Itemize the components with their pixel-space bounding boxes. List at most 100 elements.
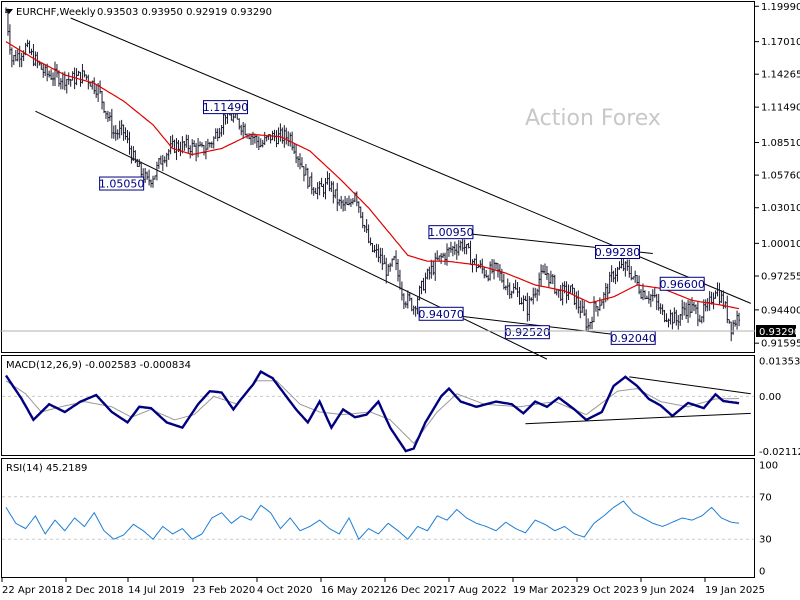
price-bar	[201, 142, 203, 148]
price-bar	[242, 121, 245, 139]
price-bar	[414, 305, 417, 317]
date-axis-label: 19 Mar 2023	[513, 585, 576, 596]
price-bar	[455, 243, 458, 260]
price-bar	[614, 267, 617, 285]
price-bar	[498, 264, 501, 281]
price-bar	[408, 292, 411, 302]
price-bar	[606, 283, 609, 301]
price-bar	[130, 145, 133, 164]
price-bar	[373, 244, 376, 253]
price-bar	[608, 271, 611, 294]
date-axis-label: 16 May 2021	[321, 585, 386, 596]
price-bar	[120, 119, 123, 136]
price-bar	[569, 285, 572, 293]
price-bar	[549, 270, 552, 285]
svg-text:1.00950: 1.00950	[428, 226, 474, 239]
macd-trend-line	[525, 412, 751, 425]
price-bar	[685, 302, 688, 320]
price-bar	[148, 169, 151, 186]
price-bar	[6, 8, 9, 36]
price-bar	[159, 155, 162, 165]
price-bar	[193, 140, 196, 147]
price-bar	[602, 292, 605, 309]
macd-line	[5, 369, 740, 453]
price-bar	[663, 309, 666, 323]
price-bar	[530, 297, 533, 302]
price-bar	[473, 258, 476, 265]
price-bar	[138, 159, 141, 168]
price-bar	[420, 280, 423, 295]
price-bar	[512, 283, 515, 294]
price-bar	[579, 300, 582, 319]
macd-axis-label: 0.013539	[759, 357, 800, 368]
price-bar	[383, 254, 386, 265]
price-axis-label: 1.08510	[761, 138, 800, 149]
price-bar	[681, 299, 684, 320]
price-bar	[265, 135, 268, 142]
price-bar	[544, 263, 546, 275]
price-bar	[114, 125, 117, 141]
price-bar	[583, 301, 586, 316]
price-bar	[397, 258, 399, 282]
price-bar	[428, 266, 431, 280]
price-bar	[416, 295, 419, 315]
price-bar	[732, 320, 735, 335]
price-bar	[69, 78, 72, 87]
price-bar	[487, 274, 490, 282]
rsi-axis-label: 30	[759, 535, 772, 546]
price-bar	[536, 288, 539, 302]
price-bar	[561, 282, 564, 306]
price-bar	[365, 219, 368, 234]
price-bar	[214, 128, 217, 139]
price-bar	[495, 262, 497, 270]
price-bar	[587, 318, 590, 331]
date-axis-label: 9 Jun 2024	[641, 585, 695, 596]
dropdown-triangle-icon[interactable]	[5, 9, 13, 14]
macd-trend-line	[629, 376, 751, 395]
price-bar	[26, 39, 29, 48]
price-bar	[85, 74, 88, 81]
date-axis-label: 29 Oct 2023	[577, 585, 639, 596]
price-bar	[157, 157, 160, 169]
price-bar	[500, 268, 503, 283]
price-bar	[506, 278, 509, 296]
price-bar	[5, 7, 7, 14]
price-bar	[581, 299, 584, 313]
price-bar	[510, 290, 513, 299]
price-bar	[224, 114, 227, 125]
price-bar	[255, 134, 258, 148]
price-bar	[457, 239, 460, 256]
price-bar	[165, 152, 168, 167]
price-bar	[438, 255, 441, 262]
price-bar	[520, 297, 523, 305]
price-bar	[367, 224, 370, 244]
price-bar	[516, 281, 519, 298]
price-bar	[240, 124, 243, 136]
price-bar	[191, 139, 194, 156]
price-bar	[594, 301, 597, 312]
price-bar	[40, 63, 43, 70]
price-bar	[106, 110, 109, 122]
price-bar	[261, 139, 264, 148]
price-bar	[357, 201, 360, 213]
macd-signal-line	[5, 380, 739, 445]
watermark: Action Forex	[525, 106, 661, 131]
price-axis: 1.19990 1.17010 1.14265 1.11490 1.08510 1.057…	[755, 2, 800, 350]
price-bar	[726, 295, 729, 324]
price-bar	[77, 70, 80, 76]
price-bar	[136, 158, 139, 168]
price-axis-label: 1.17010	[761, 37, 800, 48]
rsi-axis-label: 0	[759, 567, 765, 578]
price-bar	[293, 142, 296, 154]
date-axis-label: 2 Dec 2018	[66, 585, 124, 596]
price-bar	[620, 258, 623, 269]
price-bar	[299, 153, 301, 170]
price-bar	[694, 304, 697, 315]
price-bar	[93, 77, 96, 95]
price-bar	[610, 265, 613, 282]
price-bar	[112, 125, 115, 139]
price-bar	[553, 274, 556, 294]
price-bar	[632, 276, 635, 280]
macd-trend-lines	[525, 376, 751, 425]
